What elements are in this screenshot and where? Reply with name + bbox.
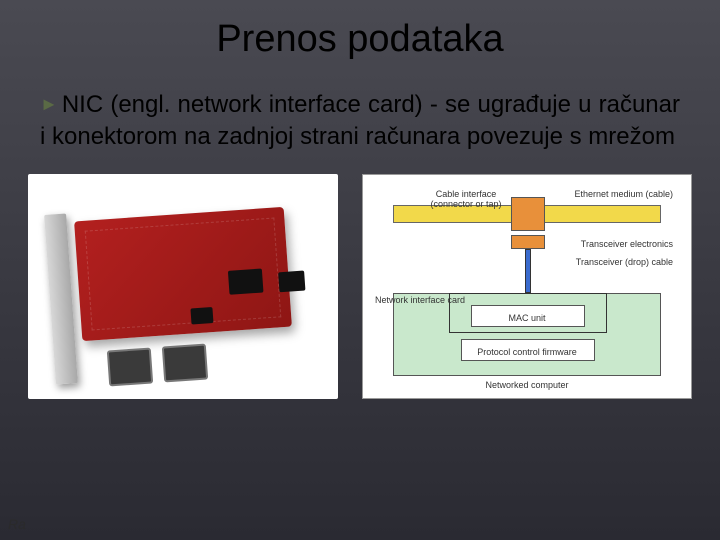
- chip-icon: [228, 268, 264, 294]
- chip-icon: [190, 307, 213, 324]
- label-cable-interface: Cable interface (connector or tap): [421, 189, 511, 209]
- label-drop-cable: Transceiver (drop) cable: [523, 257, 673, 267]
- label-mac: MAC unit: [363, 313, 691, 323]
- bullet-rest: (engl. network interface card) - se ugra…: [40, 91, 680, 150]
- connector-tap-box: [511, 197, 545, 231]
- label-protocol: Protocol control firmware: [363, 347, 691, 357]
- chip-icon: [278, 270, 305, 292]
- footer-mark: Ra: [8, 516, 26, 532]
- label-nic: Network interface card: [375, 295, 495, 305]
- nic-architecture-diagram: Cable interface (connector or tap) Ether…: [362, 174, 692, 399]
- nic-bracket-shape: [44, 213, 78, 384]
- slide-body: ►NIC (engl. network interface card) - se…: [0, 71, 720, 154]
- nic-photo: [28, 174, 338, 399]
- rj45-port-icon: [162, 343, 208, 382]
- images-row: Cable interface (connector or tap) Ether…: [0, 154, 720, 399]
- label-ethernet-medium: Ethernet medium (cable): [533, 189, 673, 199]
- bullet-prefix: NIC: [62, 91, 103, 118]
- nic-board-shape: [74, 207, 292, 341]
- rj45-port-icon: [107, 347, 153, 386]
- label-transceiver: Transceiver electronics: [533, 239, 673, 249]
- slide-title: Prenos podataka: [0, 0, 720, 71]
- drop-cable-line: [525, 249, 531, 293]
- label-networked-computer: Networked computer: [363, 380, 691, 390]
- bullet-arrow-icon: ►: [40, 94, 58, 114]
